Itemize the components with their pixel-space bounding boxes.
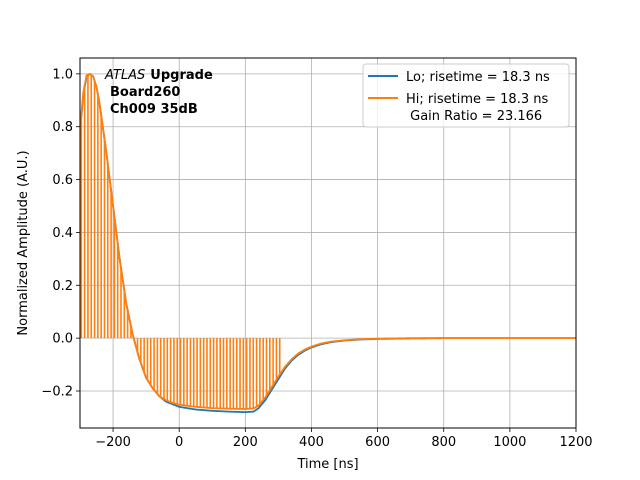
annotation: ATLAS Upgrade Board260 Ch009 35dB	[104, 68, 213, 117]
legend-label-lo: Lo; risetime = 18.3 ns	[406, 70, 550, 85]
y-tick-label: 0.8	[52, 120, 73, 135]
series-hi-line	[80, 72, 576, 410]
x-tick-label: −200	[95, 435, 131, 450]
annotation-italic: ATLAS	[104, 68, 145, 83]
axes-frame	[79, 57, 577, 429]
ticks: −200 0 200 400 600 800 1000 1200 −0.2 0.0 0.2 0.4 0.…	[41, 67, 592, 450]
y-tick-label: −0.2	[41, 385, 73, 400]
annotation-line-3: Ch009 35dB	[110, 102, 198, 117]
x-tick-label: 0	[175, 435, 183, 450]
y-tick-label: 0.4	[52, 226, 73, 241]
legend-box	[362, 63, 570, 128]
x-tick-label: 400	[299, 435, 324, 450]
legend-label-hi: Hi; risetime = 18.3 ns Gain Ratio = 23.1…	[406, 92, 548, 124]
x-tick-label: 200	[233, 435, 258, 450]
series-layer	[80, 72, 576, 414]
x-tick-label: 800	[431, 435, 456, 450]
y-tick-label: 0.2	[52, 279, 73, 294]
y-tick-label: 1.0	[52, 67, 73, 82]
annotation-bold: Upgrade	[150, 68, 213, 83]
annotation-line-1: ATLAS Upgrade	[104, 68, 213, 83]
y-tick-label: 0.6	[52, 173, 73, 188]
x-tick-label: 600	[365, 435, 390, 450]
y-axis-label: Normalized Amplitude (A.U.)	[16, 150, 31, 335]
x-tick-label: 1200	[559, 435, 592, 450]
legend-label-hi-line: Gain Ratio = 23.166	[406, 109, 542, 124]
y-tick-label: 0.0	[52, 332, 73, 347]
x-tick-label: 1000	[493, 435, 526, 450]
legend-label-hi-line: Hi; risetime = 18.3 ns	[406, 92, 548, 107]
annotation-line-2: Board260	[110, 85, 180, 100]
legend: Lo; risetime = 18.3 ns Hi; risetime = 18…	[362, 63, 570, 128]
series-hi-spikes	[80, 74, 281, 409]
plot-area	[80, 72, 576, 414]
x-axis-label: Time [ns]	[296, 457, 358, 472]
grid	[80, 58, 576, 428]
